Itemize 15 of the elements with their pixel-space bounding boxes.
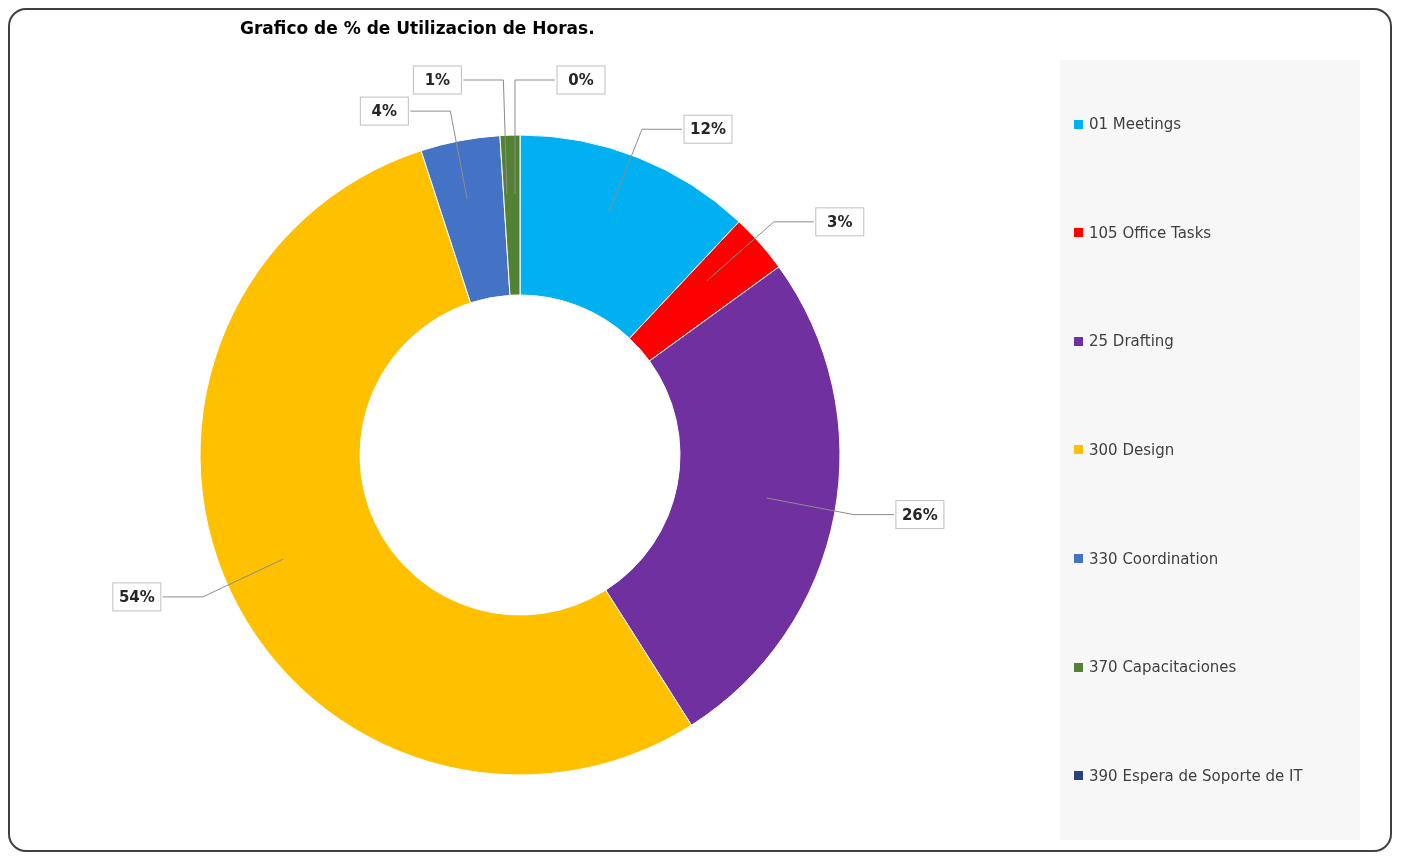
text: 0% [568,71,594,89]
legend-label: 300 Design [1089,440,1175,459]
data-label: 3% [827,212,853,231]
legend-label: 330 Coordination [1089,549,1219,568]
legend-label: 25 Drafting [1089,332,1174,351]
data-label: 4% [371,102,398,121]
data-label: 1% [424,71,451,89]
data-label: 54% [118,587,155,606]
data-label: 26% [901,505,938,524]
legend-label: 370 Capacitaciones [1089,658,1237,677]
legend-label: 105 Office Tasks [1089,223,1212,242]
legend-label: 390 Espera de Soporte de IT [1089,766,1303,785]
data-label: 12% [690,120,726,139]
chart-title: Grafico de % de Utilizacion de Horas. [240,18,595,38]
legend-label: 01 Meetings [1089,115,1182,134]
